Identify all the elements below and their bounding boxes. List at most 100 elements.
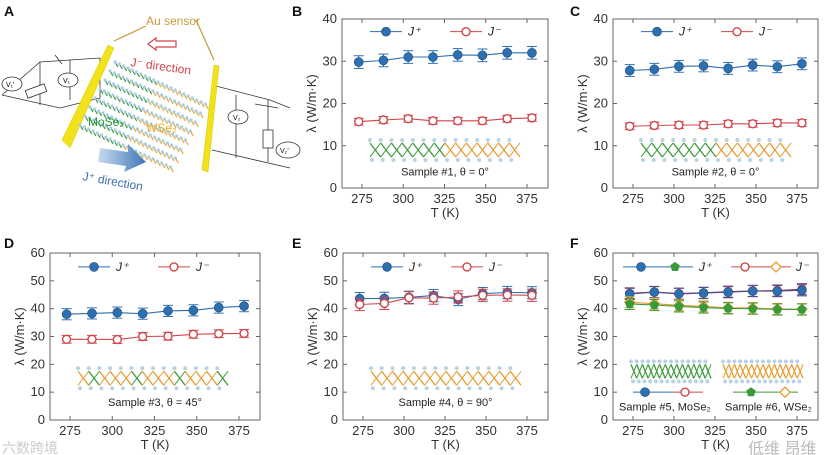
sample-caption: Sample #4, θ = 90° — [399, 397, 493, 409]
lattice-atom — [699, 379, 704, 384]
y-tick-label: 30 — [31, 329, 45, 344]
lattice-atom — [412, 157, 417, 162]
lattice-atom — [173, 88, 177, 92]
lattice-atom — [508, 366, 513, 371]
plot-frame — [342, 252, 549, 421]
lattice-atom — [497, 366, 502, 371]
lattice-atom — [110, 104, 114, 108]
lattice-atom — [172, 366, 177, 371]
lattice-atom — [646, 359, 651, 364]
lattice-bond — [630, 364, 638, 379]
legend-label-jminus: J⁻ — [488, 260, 503, 274]
lattice-atom — [183, 366, 188, 371]
lattice-atom — [109, 126, 113, 130]
data-point-filled — [747, 60, 758, 70]
data-point-filled — [698, 61, 709, 71]
x-tick-label: 275 — [351, 191, 373, 206]
lattice-atom — [791, 379, 796, 384]
lattice-atom — [111, 93, 115, 97]
lattice-atom — [87, 127, 91, 131]
lattice-atom — [151, 157, 155, 161]
x-axis-label: T (K) — [701, 205, 730, 220]
lattice-bond — [508, 142, 521, 158]
lattice-bond — [195, 370, 207, 386]
lattice-bond — [670, 364, 678, 379]
lattice-atom — [371, 386, 375, 391]
v2-label: V₂ — [233, 115, 241, 122]
y-tick-label: 0 — [601, 180, 608, 195]
x-tick-label: 375 — [516, 191, 538, 206]
lattice-atom — [732, 359, 737, 364]
lattice-atom — [131, 386, 136, 391]
lattice-atom — [97, 109, 101, 113]
lattice-atom — [121, 143, 125, 147]
lattice-atom — [165, 84, 169, 88]
data-point-open — [674, 120, 684, 130]
data-point-open — [214, 329, 224, 339]
lattice-atom — [443, 137, 447, 142]
lattice-atom — [83, 114, 87, 118]
lattice-atom — [649, 137, 654, 142]
x-tick-label: 275 — [622, 423, 644, 438]
lattice-atom — [185, 116, 189, 120]
lattice-bond — [664, 364, 672, 379]
data-point-pentagon — [748, 303, 758, 313]
data-point-filled — [772, 61, 783, 72]
lattice-atom — [769, 157, 774, 162]
data-point-open — [477, 116, 488, 126]
lattice-atom — [735, 137, 740, 142]
legend-label-jplus: J⁺ — [678, 25, 693, 39]
lattice-atom — [402, 157, 407, 162]
lattice-atom — [673, 157, 678, 162]
x-axis-label: T (K) — [141, 437, 170, 452]
lattice-atom — [134, 81, 138, 85]
voltmeter-v2-icon — [227, 109, 249, 125]
data-point-filled — [674, 61, 684, 72]
lattice-atom — [475, 137, 480, 142]
lattice-atom — [705, 379, 710, 384]
lattice-atom — [780, 157, 785, 162]
lattice-bond — [687, 364, 695, 379]
x-tick-label: 375 — [516, 423, 538, 438]
lattice-atom — [156, 148, 160, 152]
lattice-atom — [737, 157, 742, 162]
lattice-atom — [86, 366, 91, 371]
lattice-atom — [138, 151, 142, 155]
data-point-open — [112, 334, 123, 345]
lattice-atom — [164, 95, 168, 99]
lattice-atom — [215, 366, 220, 371]
lattice-atom — [92, 107, 96, 111]
panel-label: C — [570, 3, 580, 19]
lattice-atom — [102, 100, 106, 104]
data-point-filled — [452, 50, 463, 60]
lattice-atom — [175, 134, 179, 138]
lattice-atom — [88, 105, 92, 109]
panel-label: D — [4, 235, 14, 251]
lattice-atom — [486, 366, 491, 371]
data-point-open — [478, 290, 488, 301]
lattice-atom — [154, 113, 158, 117]
lattice-atom — [163, 386, 168, 391]
x-tick-label: 300 — [663, 191, 685, 206]
lattice-atom — [160, 93, 164, 97]
lattice-bond — [413, 370, 425, 386]
y-tick-label: 10 — [594, 138, 608, 153]
lattice-atom — [108, 366, 113, 371]
lattice-bond — [423, 142, 435, 158]
lattice-atom — [167, 108, 172, 112]
lattice-atom — [424, 386, 429, 391]
lattice-atom — [117, 141, 121, 145]
lattice-bond — [77, 370, 90, 386]
lattice-atom — [422, 366, 427, 371]
lattice-atom — [390, 366, 395, 371]
y-tick-label: 30 — [594, 53, 608, 68]
data-point-pentagon — [698, 302, 709, 312]
data-point-filled — [747, 286, 758, 296]
lattice-atom — [168, 165, 172, 169]
lattice-atom — [758, 157, 763, 162]
lattice-atom — [107, 91, 111, 95]
series-j- — [353, 45, 537, 69]
x-axis-label: T (K) — [431, 205, 460, 220]
lattice-atom — [676, 379, 681, 384]
